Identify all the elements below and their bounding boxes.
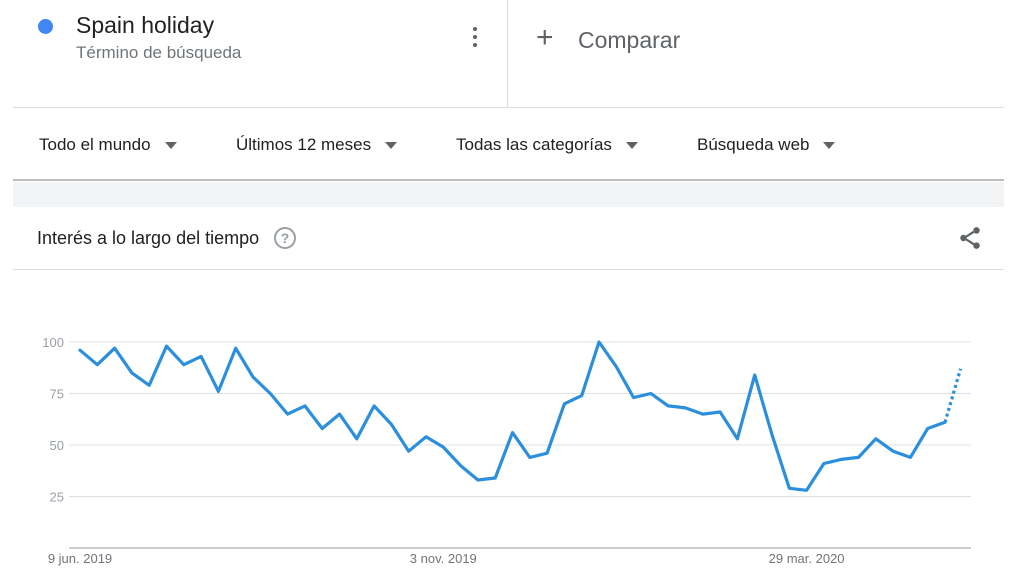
chevron-down-icon [164,141,177,149]
filter-category-label: Todas las categorías [456,135,612,154]
chart-header: Interés a lo largo del tiempo ? [13,207,1004,270]
filter-time-label: Últimos 12 meses [236,135,372,154]
chevron-down-icon [625,141,638,149]
filter-category-dropdown[interactable]: Todas las categorías [456,133,638,157]
y-tick-label: 50 [50,438,64,453]
line-chart: 25 50 75 100 9 jun. 2019 3 nov. 2019 29 mar. 2… [42,335,971,566]
compare-label: Comparar [578,27,681,53]
search-term-subtitle: Término de búsqueda [76,43,242,62]
x-tick-label: 29 mar. 2020 [769,551,845,566]
series-line [78,340,947,492]
partial-data-line [943,368,963,423]
section-separator [13,182,1004,207]
filter-bar: Todo el mundo Últimos 12 meses Todas las… [13,109,1004,181]
filter-region-dropdown[interactable]: Todo el mundo [39,133,177,157]
filter-region-label: Todo el mundo [39,135,151,154]
y-tick-label: 25 [50,490,64,505]
filter-search-type-label: Búsqueda web [697,135,810,154]
x-tick-label: 9 jun. 2019 [48,551,112,566]
search-term-card: Spain holiday Término de búsqueda [13,0,507,108]
x-tick-label: 3 nov. 2019 [410,551,477,566]
share-icon[interactable] [957,225,983,251]
more-vert-icon[interactable] [465,24,485,50]
help-icon[interactable]: ? [274,227,296,249]
filter-search-type-dropdown[interactable]: Búsqueda web [697,133,836,157]
compare-button[interactable]: + Comparar [508,0,1004,108]
series-color-dot [38,19,53,34]
chevron-down-icon [823,141,836,149]
chevron-down-icon [385,141,398,149]
card-divider [507,0,508,108]
search-term-title: Spain holiday [76,12,215,38]
filter-time-dropdown[interactable]: Últimos 12 meses [236,133,398,157]
chart-card-title: Interés a lo largo del tiempo [37,228,260,248]
y-tick-label: 100 [42,335,64,350]
plus-icon: + [536,21,554,54]
y-tick-label: 75 [50,387,64,402]
interest-over-time-card: Interés a lo largo del tiempo ? 25 50 75 10… [13,207,1004,576]
